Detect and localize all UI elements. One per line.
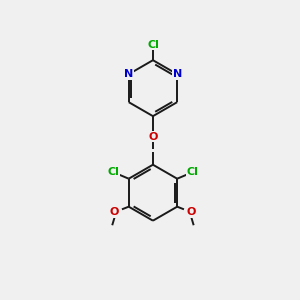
Text: O: O (148, 132, 158, 142)
Text: O: O (187, 207, 196, 217)
Text: Cl: Cl (187, 167, 198, 177)
Text: N: N (124, 69, 133, 79)
Text: N: N (172, 69, 182, 79)
Text: O: O (110, 207, 119, 217)
Text: Cl: Cl (107, 167, 119, 177)
Text: Cl: Cl (147, 40, 159, 50)
